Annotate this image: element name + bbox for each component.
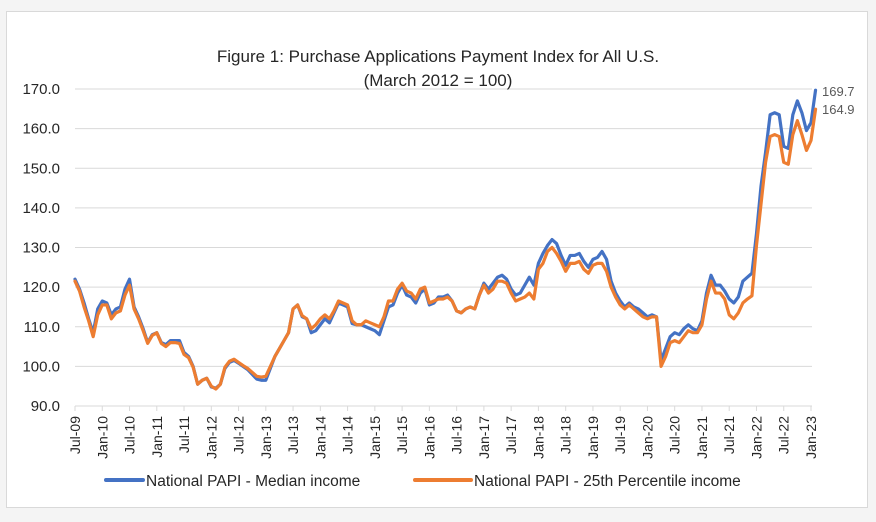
- x-tick-label: Jan-23: [803, 416, 819, 459]
- x-tick-label: Jul-09: [67, 416, 83, 454]
- chart-frame: [6, 11, 868, 508]
- x-tick-label: Jul-12: [231, 416, 247, 454]
- x-tick-label: Jan-17: [476, 416, 492, 459]
- y-tick-label: 100.0: [22, 358, 60, 375]
- y-tick-labels: 90.0 100.0 110.0 120.0 130.0 140.0 150.0 160.0 1…: [22, 81, 60, 415]
- y-tick-label: 160.0: [22, 121, 60, 138]
- end-label-median: 169.7: [822, 84, 855, 99]
- x-tick-label: Jul-11: [176, 416, 192, 453]
- legend: National PAPI - Median income National P…: [104, 473, 741, 490]
- x-tick-label: Jul-22: [776, 416, 792, 454]
- x-tick-label: Jul-17: [503, 416, 519, 454]
- x-tick-label: Jul-19: [612, 416, 628, 454]
- y-tick-label: 150.0: [22, 160, 60, 177]
- y-tick-label: 120.0: [22, 279, 60, 296]
- chart-title: Figure 1: Purchase Applications Payment …: [217, 47, 659, 66]
- end-label-25th: 164.9: [822, 102, 855, 117]
- x-tick-label: Jul-21: [721, 416, 737, 454]
- y-tick-label: 170.0: [22, 81, 60, 98]
- x-tick-label: Jul-18: [558, 416, 574, 454]
- x-tick-labels: Jul-09 Jan-10 Jul-10 Jan-11 Jul-11 Jan-12 Jul-…: [67, 416, 819, 459]
- x-tick-label: Jul-13: [285, 416, 301, 454]
- x-tick-label: Jul-10: [122, 416, 138, 454]
- series-line-median: [73, 88, 818, 390]
- y-tick-label: 110.0: [24, 319, 60, 336]
- x-tick-label: Jan-16: [421, 416, 437, 459]
- series-line-25th: [73, 107, 818, 391]
- x-tick-label: Jan-12: [203, 416, 219, 459]
- x-tick-label: Jan-15: [367, 416, 383, 459]
- x-tick-label: Jan-10: [94, 416, 110, 459]
- series-lines: [73, 88, 818, 391]
- x-tick-label: Jan-18: [530, 416, 546, 459]
- y-tick-label: 130.0: [22, 240, 60, 257]
- x-tick-label: Jan-13: [258, 416, 274, 459]
- x-tick-label: Jul-14: [340, 416, 356, 454]
- x-tick-label: Jan-11: [149, 416, 165, 458]
- y-tick-label: 90.0: [31, 398, 60, 415]
- x-tick-label: Jan-14: [312, 416, 328, 459]
- y-tick-label: 140.0: [22, 200, 60, 217]
- x-axis: [74, 405, 812, 411]
- x-tick-label: Jan-22: [748, 416, 764, 459]
- x-tick-label: Jul-16: [449, 416, 465, 454]
- x-tick-label: Jul-15: [394, 416, 410, 454]
- x-tick-label: Jan-21: [694, 416, 710, 459]
- legend-label-median: National PAPI - Median income: [146, 473, 360, 490]
- x-tick-label: Jul-20: [667, 416, 683, 454]
- x-tick-label: Jan-19: [585, 416, 601, 459]
- chart-subtitle: (March 2012 = 100): [364, 71, 513, 90]
- x-tick-label: Jan-20: [639, 416, 655, 459]
- legend-label-25th: National PAPI - 25th Percentile income: [474, 473, 741, 490]
